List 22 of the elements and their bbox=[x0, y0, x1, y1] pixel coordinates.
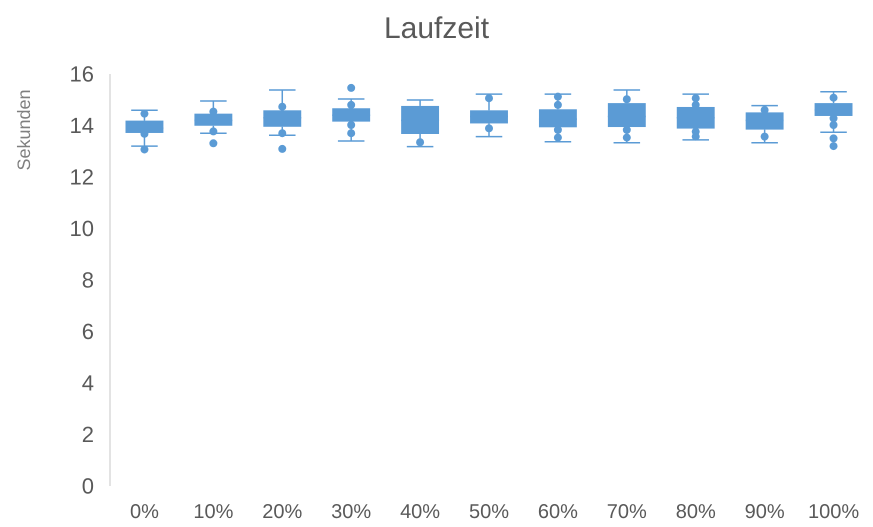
y-tick-label: 2 bbox=[82, 422, 94, 448]
y-tick-label: 4 bbox=[82, 370, 94, 396]
y-tick-label: 8 bbox=[82, 268, 94, 293]
x-tick-label: 10% bbox=[193, 501, 234, 523]
y-tick-label: 16 bbox=[70, 62, 94, 87]
x-tick-label: 90% bbox=[744, 501, 785, 523]
y-tick-label: 0 bbox=[82, 474, 94, 499]
y-tick-label: 12 bbox=[70, 164, 94, 190]
y-tick-label: 14 bbox=[70, 113, 94, 138]
x-tick-label: 20% bbox=[262, 501, 303, 523]
y-axis-title: Sekunden bbox=[14, 89, 34, 171]
x-tick-label: 60% bbox=[538, 501, 578, 523]
x-tick-label: 40% bbox=[400, 501, 440, 523]
x-tick-label: 30% bbox=[331, 501, 372, 523]
x-tick-label: 0% bbox=[130, 501, 160, 523]
chart-title: Laufzeit bbox=[384, 12, 490, 45]
x-tick-label: 50% bbox=[468, 501, 510, 523]
x-tick-label: 70% bbox=[606, 501, 648, 523]
x-tick-label: 80% bbox=[676, 501, 716, 523]
y-tick-label: 6 bbox=[82, 319, 94, 344]
x-tick-label: 100% bbox=[808, 501, 860, 523]
y-tick-label: 10 bbox=[70, 216, 94, 242]
